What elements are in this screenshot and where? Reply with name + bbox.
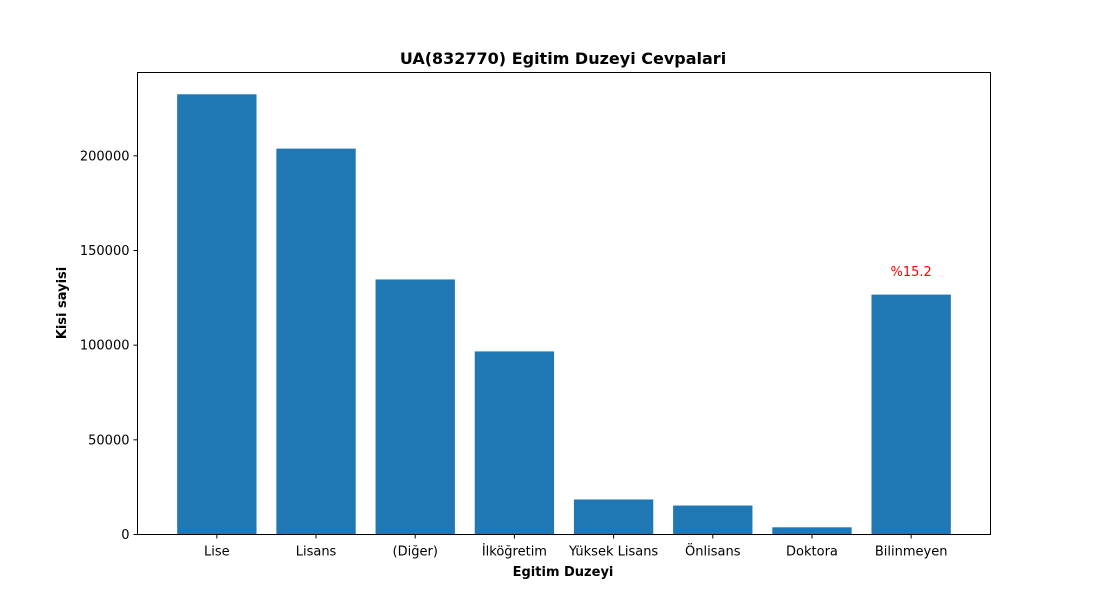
x-tick-label-3: İlköğretim [482,544,547,560]
y-tick-label-0: 0 [121,528,129,543]
bar-7 [871,294,951,535]
y-axis: 0 50000 100000 150000 200000 [80,149,138,543]
x-tick-label-5: Önlisans [685,543,741,560]
x-tick-label-4: Yüksek Lisans [568,545,658,560]
x-axis-label: Egitim Duzeyi [513,565,614,580]
bar-4 [573,499,654,535]
bars-layer [177,94,951,535]
y-tick-label-4: 200000 [80,149,130,164]
x-tick-label-2: (Diğer) [393,545,438,560]
chart-title: UA(832770) Egitim Duzeyi Cevpalari [400,49,726,68]
annotations-layer: %15.2 [890,265,931,280]
x-tick-label-0: Lise [204,545,230,560]
bar-0 [177,94,257,535]
plot-frame [137,72,991,535]
bar-5 [673,505,753,535]
x-tick-label-1: Lisans [296,545,337,560]
x-axis: Lise Lisans (Diğer) İlköğretim Yüksek Lisans… [204,534,948,560]
annotation-0: %15.2 [890,265,931,280]
bar-1 [276,148,356,535]
x-tick-label-7: Bilinmeyen [875,545,948,560]
y-tick-label-2: 100000 [80,339,130,354]
bar-6 [772,527,852,535]
y-tick-label-3: 150000 [80,244,130,259]
y-tick-label-1: 50000 [88,433,129,448]
x-tick-label-6: Doktora [786,545,838,560]
bar-2 [375,279,455,535]
y-axis-label: Kisi sayisi [55,267,70,339]
bar-3 [474,351,555,535]
